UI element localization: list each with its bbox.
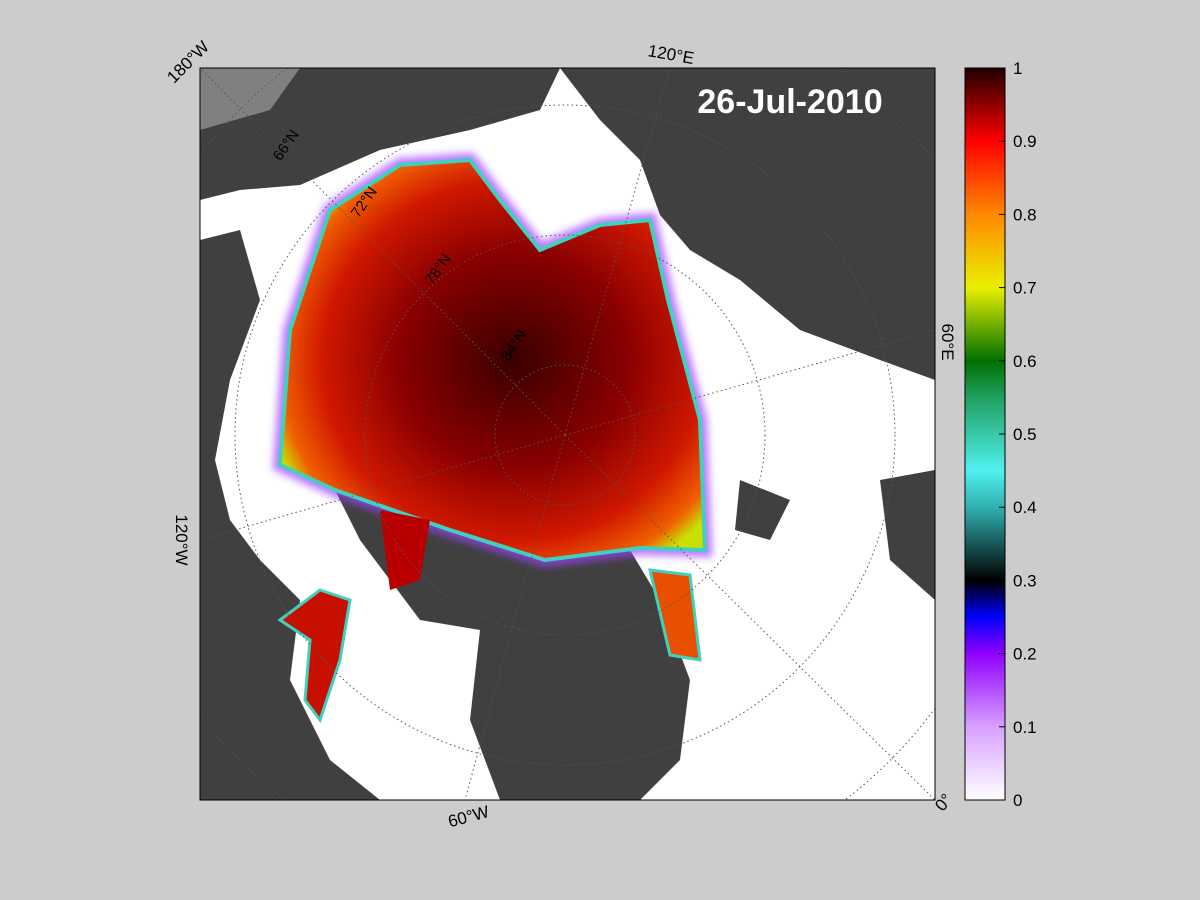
longitude-label: 120°W (172, 514, 191, 565)
graticule (200, 68, 935, 800)
colorbar-tick-label: 0.5 (1013, 425, 1037, 444)
land-islands (735, 470, 935, 600)
date-title: 26-Jul-2010 (697, 83, 882, 121)
map-area (200, 68, 935, 800)
land-siberia (560, 68, 935, 380)
colorbar-tick-label: 0.2 (1013, 645, 1037, 664)
land-alaska (200, 68, 560, 200)
colorbar-tick-label: 0.1 (1013, 718, 1037, 737)
sea-ice-archipelago (277, 588, 352, 724)
colorbar-tick-label: 1 (1013, 59, 1022, 78)
colorbar-tick-label: 0.8 (1013, 205, 1037, 224)
colorbar (964, 67, 1006, 801)
sea-ice-east-greenland (648, 568, 702, 662)
map-frame (199, 67, 936, 801)
colorbar-tick-label: 0.3 (1013, 571, 1037, 590)
colorbar-tick-label: 0.7 (1013, 279, 1037, 298)
longitude-label: 120°E (646, 41, 695, 68)
longitude-label: 60°W (446, 802, 491, 831)
colorbar-tick-label: 0.6 (1013, 352, 1037, 371)
sea-ice-straits (380, 510, 430, 590)
colorbar-tick-label: 0.9 (1013, 132, 1037, 151)
sea-ice (277, 157, 708, 563)
colorbar-tick-label: 0 (1013, 791, 1022, 810)
colorbar-tick-label: 0.4 (1013, 498, 1037, 517)
land-grey (200, 68, 300, 130)
land-canada (200, 230, 380, 800)
longitude-label: 60°E (938, 323, 957, 360)
